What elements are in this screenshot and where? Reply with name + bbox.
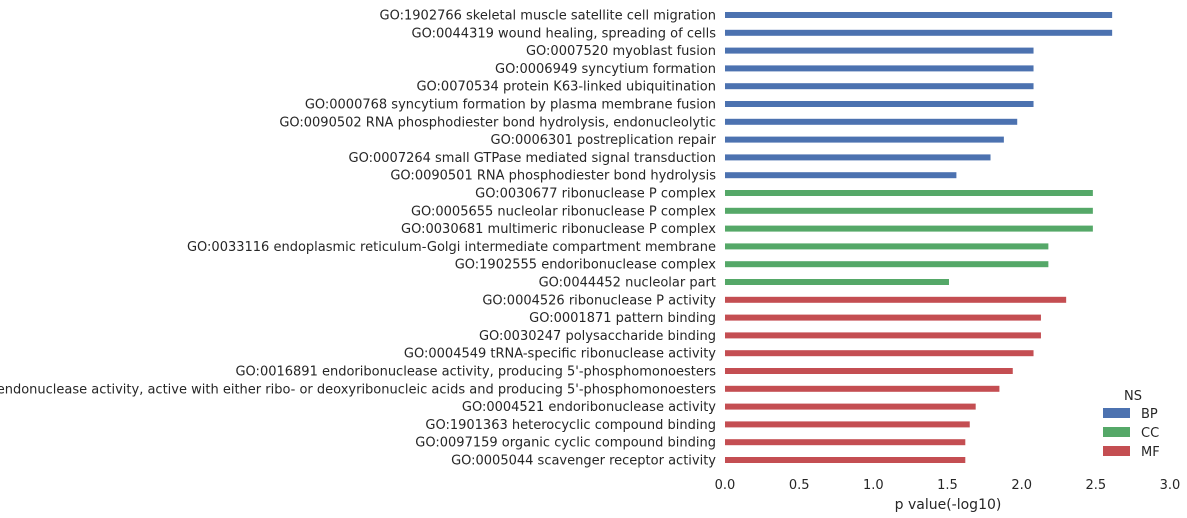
category-label: GO:0044319 wound healing, spreading of c…: [412, 26, 717, 41]
bar: [725, 172, 957, 179]
bar: [725, 207, 1093, 214]
bar: [725, 457, 966, 463]
category-label: GO:0004526 ribonuclease P activity: [482, 293, 716, 308]
category-label: GO:0016891 endoribonuclease activity, pr…: [235, 365, 716, 380]
legend: NS BP CC MF: [1103, 389, 1160, 460]
category-label: GO:0030247 polysaccharide binding: [479, 329, 716, 344]
category-label: GO:0033116 endoplasmic reticulum-Golgi i…: [187, 240, 716, 255]
bar: [725, 225, 1093, 232]
category-label: GO:0016893 endonuclease activity, active…: [0, 382, 716, 397]
legend-label: CC: [1141, 426, 1159, 441]
bar: [725, 243, 1049, 250]
bar: [725, 29, 1113, 36]
bar: [725, 421, 970, 428]
category-label: GO:0001871 pattern binding: [529, 311, 716, 326]
category-label: GO:0004549 tRNA-specific ribonuclease ac…: [404, 347, 716, 362]
category-label: GO:0090501 RNA phosphodiester bond hydro…: [390, 169, 716, 184]
bar: [725, 385, 1000, 392]
bar: [725, 101, 1034, 107]
legend-title: NS: [1124, 389, 1142, 404]
category-label: GO:0044452 nucleolar part: [539, 276, 716, 291]
x-tick-label: 0.0: [715, 478, 736, 493]
bar: [725, 12, 1113, 18]
category-label: GO:1901363 heterocyclic compound binding: [425, 418, 716, 433]
x-tick-label: 1.5: [937, 478, 958, 493]
bar-group: [725, 12, 1113, 463]
legend-swatch: [1103, 427, 1130, 437]
category-label: GO:0007520 myoblast fusion: [526, 44, 716, 59]
legend-swatch: [1103, 408, 1130, 418]
bar: [725, 279, 949, 285]
bar: [725, 190, 1093, 196]
bar: [725, 314, 1041, 321]
bar: [725, 403, 976, 410]
bar: [725, 154, 991, 161]
category-label: GO:0005044 scavenger receptor activity: [451, 454, 716, 469]
legend-label: MF: [1141, 445, 1160, 460]
category-label: GO:0005655 nucleolar ribonuclease P comp…: [411, 204, 716, 219]
x-tick-label: 2.0: [1011, 478, 1032, 493]
bar: [725, 296, 1067, 303]
category-label: GO:0090502 RNA phosphodiester bond hydro…: [279, 115, 716, 130]
bar: [725, 350, 1034, 357]
bar: [725, 136, 1004, 143]
legend-swatch: [1103, 446, 1130, 456]
x-tick-label: 0.5: [789, 478, 810, 493]
category-label: GO:0030681 multimeric ribonuclease P com…: [401, 222, 716, 237]
bar: [725, 439, 966, 446]
legend-label: BP: [1141, 407, 1158, 422]
x-tick-group: 0.0 0.5 1.0 1.5 2.0 2.5 3.0: [715, 478, 1181, 493]
bar: [725, 261, 1049, 268]
x-axis-title: p value(-log10): [895, 497, 1002, 513]
bar: [725, 118, 1018, 125]
category-label: GO:0007264 small GTPase mediated signal …: [349, 151, 716, 166]
x-tick-label: 1.0: [863, 478, 884, 493]
category-label: GO:0006949 syncytium formation: [495, 62, 716, 77]
category-label: GO:0070534 protein K63-linked ubiquitina…: [416, 80, 716, 95]
category-label: GO:0030677 ribonuclease P complex: [475, 187, 716, 202]
category-label: GO:1902766 skeletal muscle satellite cel…: [380, 9, 716, 24]
bar: [725, 47, 1034, 54]
bar: [725, 368, 1013, 374]
category-label: GO:0097159 organic cyclic compound bindi…: [415, 436, 716, 451]
category-label: GO:0000768 syncytium formation by plasma…: [305, 98, 716, 113]
bar: [725, 332, 1041, 339]
category-label: GO:0004521 endoribonuclease activity: [462, 400, 716, 415]
category-label: GO:1902555 endoribonuclease complex: [455, 258, 717, 273]
bar: [725, 65, 1034, 72]
x-tick-label: 3.0: [1160, 478, 1181, 493]
x-tick-label: 2.5: [1085, 478, 1106, 493]
category-label: GO:0006301 postreplication repair: [491, 133, 717, 148]
category-label-group: GO:1902766 skeletal muscle satellite cel…: [0, 9, 717, 469]
bar: [725, 83, 1034, 90]
